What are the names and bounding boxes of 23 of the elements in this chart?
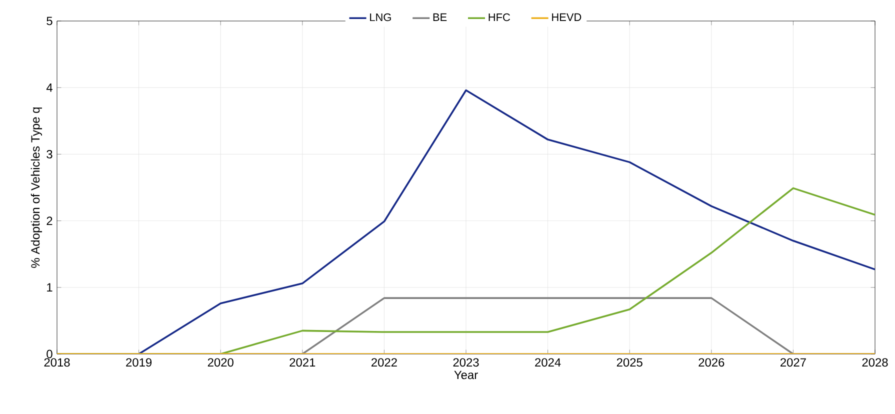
legend-label: BE xyxy=(433,13,447,21)
y-tick-label: 5 xyxy=(46,16,52,26)
y-tick-label: 4 xyxy=(46,83,52,92)
legend-label: LNG xyxy=(370,13,391,22)
x-tick-label: 2020 xyxy=(208,358,234,367)
y-tick-label: 1 xyxy=(47,283,52,292)
x-tick-label: 2019 xyxy=(126,358,152,367)
x-tick-label: 2018 xyxy=(44,358,70,367)
x-tick-label: 2023 xyxy=(453,358,479,367)
legend-label: HFC xyxy=(488,13,510,22)
x-tick-label: 2027 xyxy=(780,358,806,367)
x-tick-label: 2028 xyxy=(862,358,888,367)
y-axis-title: % Adoption of Vehicles Type q xyxy=(30,108,42,268)
y-tick-label: 2 xyxy=(46,216,52,225)
x-tick-label: 2026 xyxy=(698,358,724,367)
x-tick-label: 2021 xyxy=(290,358,316,367)
x-axis-title: Year xyxy=(454,370,478,380)
x-tick-label: 2025 xyxy=(616,358,642,367)
y-tick-label: 0 xyxy=(46,350,52,358)
y-tick-label: 3 xyxy=(46,150,52,158)
x-tick-label: 2022 xyxy=(372,358,397,367)
x-tick-label: 2024 xyxy=(535,358,561,367)
legend-label: HEVD xyxy=(552,13,582,21)
